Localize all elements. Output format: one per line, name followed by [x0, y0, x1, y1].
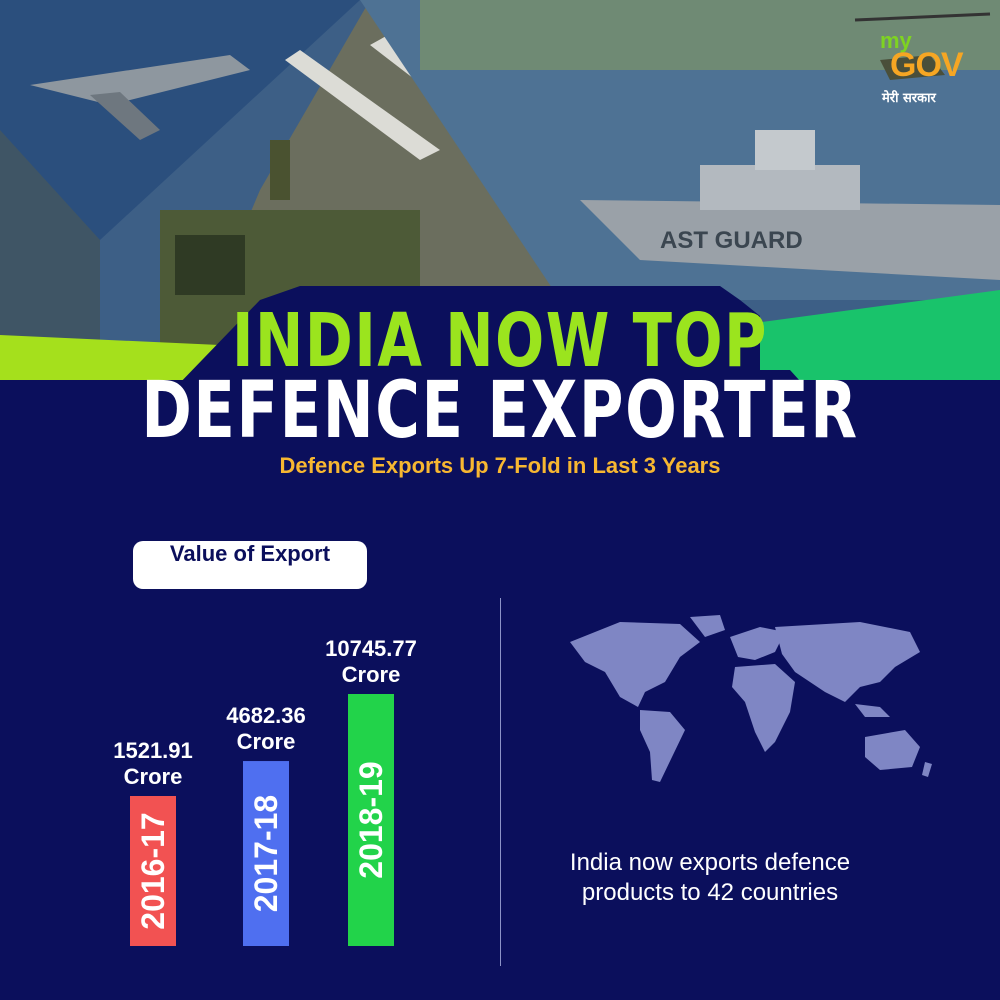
- world-map-graphic: [570, 615, 932, 782]
- bar-2017-18: [243, 761, 289, 946]
- category-label-2016-17: 2016-17: [135, 812, 171, 929]
- collage-graphic: AST GUARD: [0, 0, 1000, 380]
- subtitle: Defence Exports Up 7-Fold in Last 3 Year…: [279, 453, 721, 478]
- category-label-2018-19: 2018-19: [353, 761, 389, 878]
- africa: [732, 664, 795, 752]
- fighter-jet: [30, 55, 250, 105]
- north-america: [570, 622, 700, 707]
- map-caption-line-2: products to 42 countries: [581, 879, 839, 906]
- map-caption-line-1: India now exports defence: [569, 849, 851, 876]
- unit-label-2016-17: Crore: [124, 764, 183, 789]
- value-label-2016-17: 1521.91: [113, 738, 193, 763]
- headline-line-2: DEFENCE EXPORTER: [141, 366, 859, 456]
- chart-title-pill: Value of Export: [133, 541, 367, 589]
- coast-guard-ship: [580, 200, 1000, 280]
- south-america: [640, 710, 685, 782]
- unit-label-2018-19: Crore: [342, 662, 401, 687]
- europe: [730, 627, 785, 660]
- divider: [500, 598, 501, 966]
- world-map: [560, 612, 940, 792]
- mygov-logo: my GOV मेरी सरकार: [860, 28, 970, 108]
- logo-my: my: [880, 28, 912, 53]
- unit-label-2017-18: Crore: [237, 729, 296, 754]
- map-caption: India now exports defence products to 42…: [520, 848, 900, 908]
- soldier: [270, 140, 290, 200]
- missile-1: [285, 50, 440, 160]
- export-bar-chart: 2016-171521.91Crore2017-184682.36Crore20…: [113, 636, 417, 946]
- australia: [865, 730, 920, 770]
- ship-lettering: AST GUARD: [660, 227, 803, 254]
- bar-2018-19: [348, 694, 394, 946]
- value-label-2017-18: 4682.36: [226, 703, 306, 728]
- photo-collage: AST GUARD: [0, 0, 1000, 380]
- headline-line-1: INDIA NOW TOP: [231, 298, 769, 384]
- category-label-2017-18: 2017-18: [248, 795, 284, 912]
- logo-gov: GOV: [890, 46, 964, 84]
- logo-tagline: मेरी सरकार: [882, 91, 936, 106]
- helicopter: [880, 55, 945, 80]
- jet-panel: [0, 0, 360, 240]
- value-label-2018-19: 10745.77: [325, 636, 417, 661]
- asia: [775, 622, 920, 702]
- bar-2016-17: [130, 796, 176, 946]
